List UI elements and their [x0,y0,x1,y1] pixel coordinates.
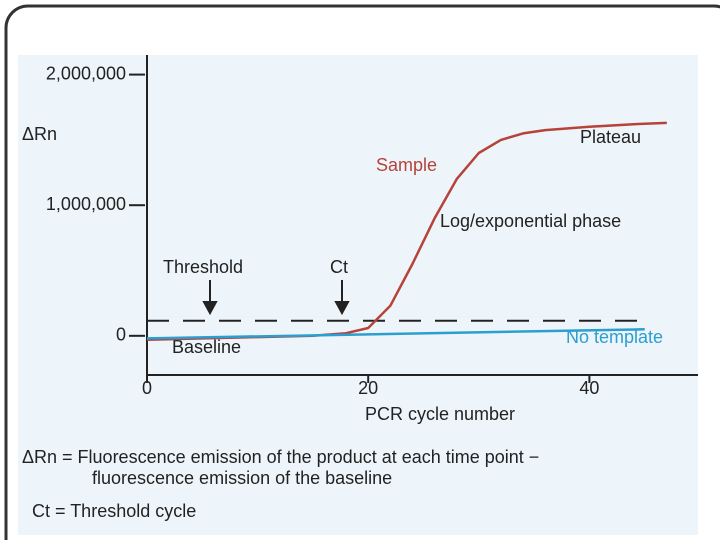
annotation: Log/exponential phase [440,211,621,231]
annotation: Plateau [580,127,641,147]
series-label: No template [566,327,663,347]
series-line [146,328,645,340]
y-tick-label: 2,000,000 [46,63,126,83]
annotation: Ct [330,257,348,277]
x-tick-label: 0 [142,378,152,398]
y-tick-label: 0 [116,325,126,345]
y-axis-label: ΔRn [22,124,57,144]
arrows [202,280,350,316]
x-tick-label: 20 [358,378,378,398]
x-axis-label: PCR cycle number [365,404,515,424]
x-tick-label: 40 [579,378,599,398]
panel [18,55,698,535]
y-tick-label: 1,000,000 [46,194,126,214]
series-label: Sample [376,155,437,175]
annotation: Baseline [172,337,241,357]
threshold-label: Threshold [163,257,243,277]
definition: ΔRn = Fluorescence emission of the produ… [22,447,539,467]
definition: fluorescence emission of the baseline [92,468,392,488]
definition: Ct = Threshold cycle [32,501,196,521]
